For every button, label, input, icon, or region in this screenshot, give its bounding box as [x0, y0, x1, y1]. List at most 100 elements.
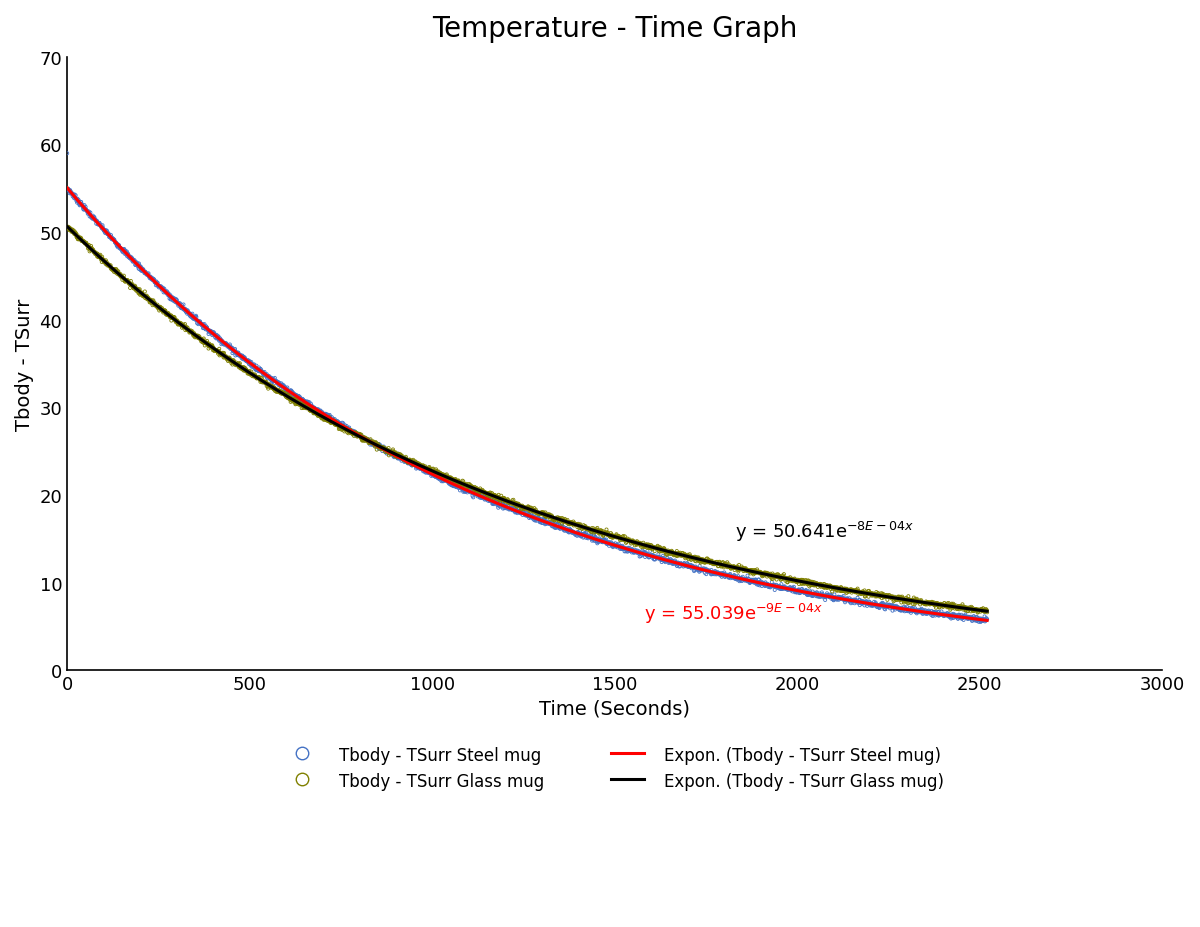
Point [77, 236, 96, 251]
Point [649, 550, 668, 565]
Point [823, 581, 842, 596]
Point [550, 512, 569, 527]
Point [929, 599, 948, 614]
Point [496, 494, 515, 509]
Point [452, 480, 472, 495]
Point [151, 303, 170, 318]
Point [656, 547, 676, 562]
Point [697, 564, 716, 578]
Point [943, 598, 962, 613]
Point [866, 588, 886, 603]
Point [242, 367, 262, 382]
Point [372, 442, 391, 457]
Point [346, 425, 365, 440]
Point [823, 580, 842, 595]
Point [389, 451, 408, 466]
Point [240, 357, 259, 372]
Point [828, 590, 847, 605]
Point [888, 591, 907, 606]
Point [887, 593, 906, 608]
Point [761, 566, 780, 581]
Point [185, 311, 204, 326]
Point [233, 362, 252, 377]
Point [481, 493, 500, 508]
Point [666, 555, 685, 570]
Point [70, 231, 89, 246]
Point [151, 280, 170, 295]
Point [922, 608, 941, 623]
Point [287, 394, 306, 409]
Point [892, 592, 911, 607]
Point [750, 565, 769, 579]
Point [59, 184, 78, 199]
Point [678, 556, 697, 571]
Point [674, 557, 694, 572]
Point [83, 211, 102, 226]
Point [445, 476, 464, 491]
Point [664, 556, 683, 571]
Point [612, 541, 631, 556]
Point [851, 596, 870, 611]
Point [836, 591, 856, 606]
Point [626, 536, 646, 551]
Point [719, 570, 738, 585]
Point [199, 342, 218, 357]
Point [110, 241, 130, 256]
Point [812, 585, 832, 600]
Point [584, 528, 604, 543]
Point [271, 379, 290, 394]
Point [390, 448, 409, 463]
Point [464, 486, 484, 501]
Point [910, 604, 929, 619]
Point [134, 289, 154, 304]
Point [860, 588, 880, 603]
Point [247, 372, 266, 387]
Point [169, 317, 188, 332]
Point [510, 500, 529, 514]
Point [341, 425, 360, 439]
Point [547, 517, 566, 532]
Point [296, 399, 316, 413]
Point [631, 549, 650, 564]
Point [896, 593, 916, 608]
Point [869, 598, 888, 613]
Point [640, 550, 659, 565]
Point [932, 599, 952, 614]
Point [416, 464, 436, 478]
Point [263, 373, 282, 387]
Point [786, 584, 805, 599]
Point [970, 603, 989, 617]
Point [91, 220, 110, 235]
Point [101, 230, 120, 245]
Point [451, 476, 470, 490]
Point [679, 550, 698, 565]
Point [647, 551, 666, 565]
Point [703, 556, 722, 571]
Point [120, 251, 139, 266]
Point [946, 607, 965, 622]
Point [468, 488, 487, 502]
Point [450, 476, 469, 491]
Point [209, 345, 228, 360]
Point [371, 438, 390, 453]
Point [350, 427, 370, 442]
Point [704, 566, 724, 581]
Point [188, 314, 208, 329]
Point [772, 578, 791, 592]
Point [383, 447, 402, 462]
Point [715, 567, 734, 582]
Point [613, 539, 632, 553]
Point [853, 584, 872, 599]
Point [786, 575, 805, 590]
Point [521, 510, 540, 525]
Point [953, 597, 972, 612]
Point [437, 470, 456, 485]
Point [420, 465, 439, 480]
Point [709, 557, 728, 572]
Point [286, 392, 305, 407]
Point [902, 593, 922, 608]
Point [617, 532, 636, 547]
Point [180, 325, 199, 340]
Point [637, 538, 656, 552]
Point [907, 595, 926, 610]
